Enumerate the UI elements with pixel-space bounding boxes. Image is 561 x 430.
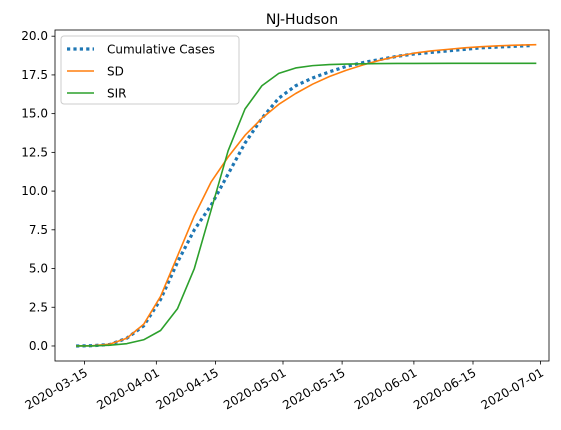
legend-label: Cumulative Cases (107, 43, 215, 57)
y-tick-label: 17.5 (21, 68, 48, 82)
y-tick-label: 7.5 (29, 223, 48, 237)
legend-box (60, 35, 240, 105)
y-tick-label: 20.0 (21, 29, 48, 43)
y-tick-label: 10.0 (21, 184, 48, 198)
series-line-sd (76, 43, 537, 347)
legend-label: SIR (107, 87, 127, 101)
y-tick-label: 0.0 (29, 339, 48, 353)
chart-title: NJ-Hudson (266, 12, 338, 28)
y-tick-label: 2.5 (29, 300, 48, 314)
series-layer (76, 43, 537, 348)
legend: Cumulative Cases SD SIR (60, 35, 240, 105)
plot-area-frame (54, 29, 550, 362)
legend-label: SD (107, 65, 124, 79)
y-tick-label: 12.5 (21, 145, 48, 159)
y-axis: 0.0 2.5 5.0 7.5 10.0 12.5 15.0 17.5 20.0 (21, 29, 55, 353)
y-tick-label: 5.0 (29, 262, 48, 276)
y-tick-label: 15.0 (21, 107, 48, 121)
series-line-sir (76, 62, 537, 347)
